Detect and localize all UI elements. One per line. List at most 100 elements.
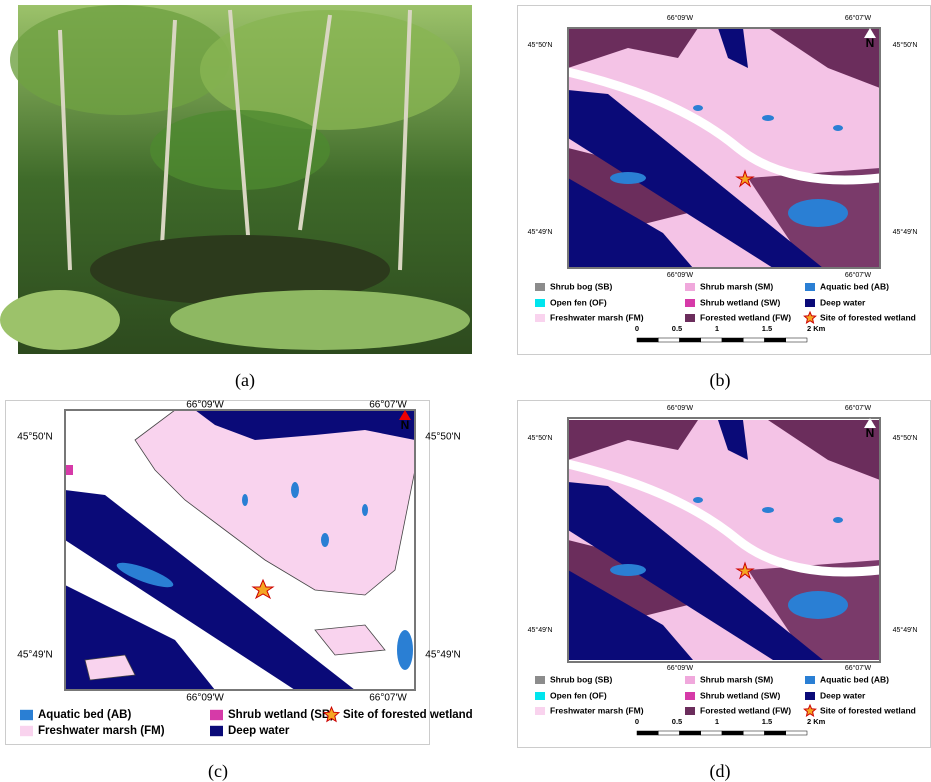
legend-label: Forested wetland (FW) [700,312,791,322]
legend-swatch [210,710,223,720]
caption: (a) [235,370,255,391]
coord-label: 45°49'N [893,228,918,236]
coord-label: 66°07'W [845,404,872,412]
legend-swatch [20,710,33,720]
legend-swatch [20,726,33,736]
legend-label: Deep water [820,297,866,307]
scale-bar [680,731,701,735]
legend-label: Shrub wetland (SW) [700,690,780,700]
coord-label: 66°07'W [369,400,407,411]
scale-bar [658,338,679,342]
legend-label: Aquatic bed (AB) [820,281,889,291]
north-label: N [866,36,875,50]
map-panel: N66°09'W66°07'W66°09'W66°07'W45°50'N45°4… [6,400,473,745]
scale-bar [786,731,807,735]
legend-label: Freshwater marsh (FM) [550,705,644,715]
legend-label: Site of forested wetland [820,705,916,715]
legend-label: Site of forested wetland [820,312,916,322]
legend-label: Site of forested wetland [343,709,473,721]
coord-label: 66°07'W [845,664,872,672]
legend-swatch [805,283,815,291]
caption: (d) [710,761,731,782]
scale-bar [743,731,764,735]
scale-bar [637,338,658,342]
scale-label: 0 [635,324,639,333]
legend-label: Freshwater marsh (FM) [550,312,644,322]
coord-label: 66°07'W [845,14,872,22]
north-label: N [866,426,875,440]
scale-bar [701,338,722,342]
map [568,28,880,268]
legend-swatch [685,692,695,700]
scale-bar [786,338,807,342]
legend-label: Shrub bog (SB) [550,281,612,291]
legend-label: Aquatic bed (AB) [820,674,889,684]
legend-label: Freshwater marsh (FM) [38,725,165,737]
coord-label: 45°50'N [528,434,553,442]
legend-swatch [535,314,545,322]
legend-swatch [535,283,545,291]
legend-label: Shrub wetland (SB) [228,709,334,721]
coord-label: 45°49'N [528,228,553,236]
scale-bar [722,731,743,735]
scale-label: 0.5 [672,324,682,333]
legend-label: Deep water [228,725,290,737]
legend-label: Shrub marsh (SM) [700,674,773,684]
legend-label: Shrub marsh (SM) [700,281,773,291]
legend-swatch [805,692,815,700]
legend-label: Shrub bog (SB) [550,674,612,684]
map [568,420,880,660]
map-panel: N 66°09'W 66°07'W 66°09'W 66°07'W 45°50'N 45°4… [518,6,931,355]
scale-bar [680,338,701,342]
coord-label: 66°07'W [845,271,872,279]
coord-label: 45°50'N [528,41,553,49]
coord-label: 66°09'W [186,693,224,704]
legend-label: Deep water [820,690,866,700]
coord-label: 45°50'N [893,434,918,442]
scale-label: 1.5 [762,717,772,726]
scale-bar [637,731,658,735]
coord-label: 66°09'W [667,664,694,672]
legend-label: Shrub wetland (SW) [700,297,780,307]
scale-label: 2 Km [807,324,826,333]
scale-label: 0.5 [672,717,682,726]
legend-swatch [685,283,695,291]
north-label: N [401,418,410,432]
legend-swatch [210,726,223,736]
scale-label: 1 [715,324,719,333]
figure: (a)(b)(c)(d)N66°09'W66°07'W66°09'W66°07'… [0,0,931,782]
scale-bar [658,731,679,735]
caption: (c) [208,761,228,782]
legend-swatch [805,299,815,307]
coord-label: 66°07'W [369,693,407,704]
scale-bar [722,338,743,342]
legend-swatch [685,676,695,684]
legend-label: Open fen (OF) [550,690,607,700]
legend-swatch [685,314,695,322]
map [65,410,415,690]
legend-label: Aquatic bed (AB) [38,709,131,721]
coord-label: 45°49'N [528,626,553,634]
scale-label: 0 [635,717,639,726]
legend-label: Open fen (OF) [550,297,607,307]
coord-label: 45°49'N [893,626,918,634]
legend-swatch [535,707,545,715]
legend-label: Forested wetland (FW) [700,705,791,715]
scale-bar [765,338,786,342]
legend-swatch [685,707,695,715]
coord-label: 66°09'W [667,14,694,22]
scale-bar [701,731,722,735]
coord-label: 45°50'N [17,432,52,443]
coord-label: 45°50'N [425,432,460,443]
photo [0,5,472,354]
coord-label: 45°50'N [893,41,918,49]
scale-bar [743,338,764,342]
legend-swatch [535,692,545,700]
legend-swatch [805,676,815,684]
scale-label: 1 [715,717,719,726]
scale-label: 1.5 [762,324,772,333]
scale-label: 2 Km [807,717,826,726]
coord-label: 66°09'W [667,271,694,279]
legend-swatch [685,299,695,307]
